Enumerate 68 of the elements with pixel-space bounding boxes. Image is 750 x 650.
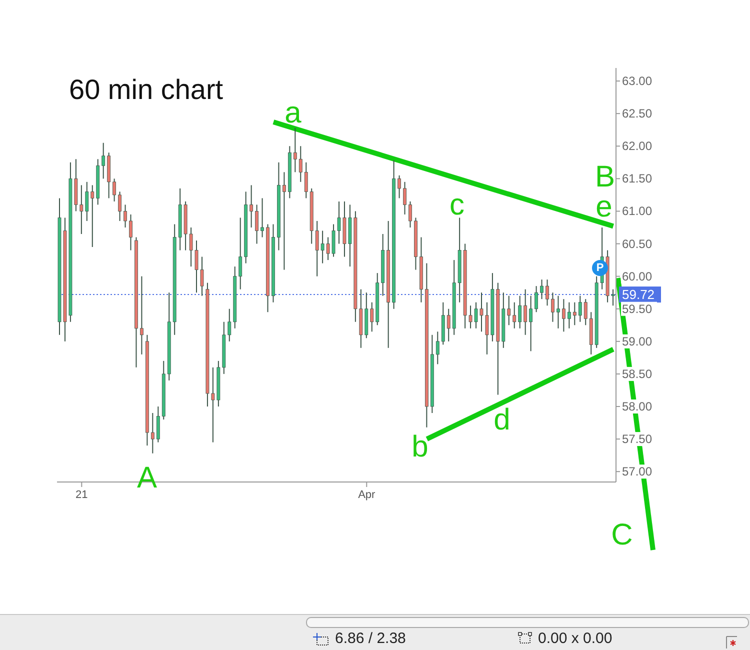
candlestick (250, 184, 254, 228)
y-tick-label: 61.00 (622, 204, 652, 218)
candlestick (584, 298, 588, 326)
annotation: e (596, 190, 612, 224)
candlestick (304, 162, 308, 199)
x-tick-label: Apr (358, 488, 376, 501)
y-tick-label: 60.50 (622, 236, 652, 251)
candlestick (551, 292, 554, 322)
annotation: c (450, 188, 464, 222)
candlestick (556, 295, 560, 329)
candlestick (408, 200, 412, 228)
candlestick (436, 331, 440, 365)
candlestick (90, 184, 94, 248)
y-tick-label: 59.00 (622, 334, 652, 348)
y-tick-label: 62.50 (622, 106, 652, 121)
candlestick (298, 146, 302, 182)
ref-line-label: 59.72 (622, 287, 655, 302)
candlestick (129, 214, 132, 251)
candlestick (567, 302, 571, 329)
candlestick (540, 279, 544, 300)
text: 6.86 / 2.38 (335, 630, 406, 647)
y-tick-label: 59.50 (622, 302, 652, 316)
candlestick (255, 204, 258, 244)
y-tick-label: 62.00 (622, 139, 652, 154)
text: C (611, 518, 633, 552)
candlestick (446, 308, 450, 342)
candlestick (524, 288, 528, 336)
candlestick (534, 286, 538, 313)
y-tick-label: 60.00 (622, 269, 652, 284)
candlestick (512, 302, 516, 329)
candlestick (403, 181, 406, 215)
annotation: B (594, 160, 616, 194)
candlestick (228, 308, 232, 342)
chart-title: 60 min chart (69, 74, 224, 105)
candlestick (85, 181, 89, 222)
candlestick (518, 295, 522, 329)
text: 0.00 x 0.00 (538, 630, 612, 647)
annotation: b (412, 430, 428, 464)
candlestick (529, 295, 533, 352)
y-tick-label: 63.00 (622, 74, 652, 88)
candlestick (282, 172, 286, 270)
candlestick (102, 142, 106, 180)
y-tick-label: 61.50 (622, 172, 652, 186)
candlestick (578, 295, 582, 322)
candlestick (572, 302, 576, 326)
candlestick (156, 406, 160, 443)
candlestick (118, 191, 122, 222)
candlestick (293, 127, 297, 173)
x-tick-label: 21 (76, 488, 88, 501)
candlestick (546, 279, 549, 306)
annotation: P (596, 262, 604, 274)
y-tick-label: 57.00 (622, 464, 652, 479)
candlestick (260, 198, 264, 238)
candlestick (562, 298, 566, 332)
candlestick (140, 276, 144, 355)
candlestick (124, 204, 127, 228)
candlestick (238, 217, 242, 290)
y-tick-label: 57.50 (622, 432, 652, 446)
candlestick (370, 302, 374, 332)
candlestick (112, 178, 116, 202)
candlestick (150, 412, 154, 454)
candlestick (507, 295, 511, 326)
candlestick (398, 174, 401, 199)
annotation: a (284, 96, 302, 130)
annotation: d (494, 404, 510, 436)
y-tick-label: 58.50 (622, 366, 652, 381)
annotation: A (136, 462, 158, 494)
y-tick-label: 58.00 (622, 399, 652, 414)
